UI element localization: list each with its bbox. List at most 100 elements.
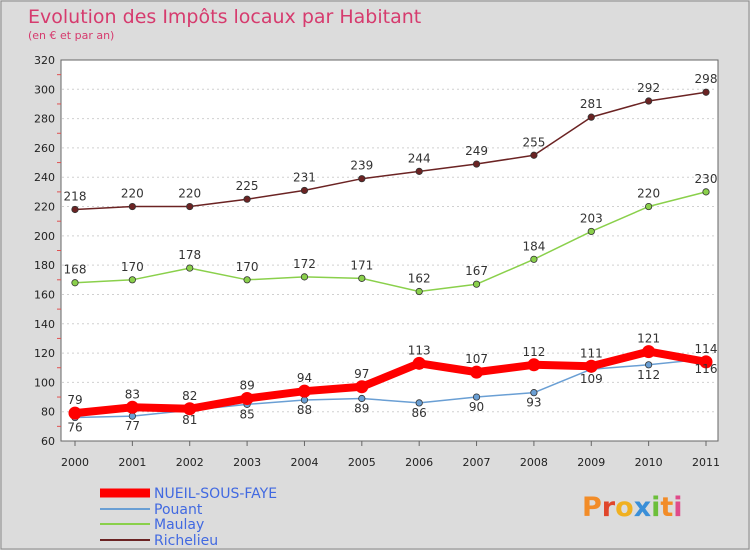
data-label: 218	[64, 189, 87, 203]
data-label: 94	[297, 371, 312, 385]
data-label: 121	[637, 332, 660, 346]
data-label: 170	[236, 260, 259, 274]
x-tick-label: 2010	[635, 456, 663, 469]
data-point	[358, 175, 366, 183]
series-richelieu	[71, 88, 710, 214]
legend-label: Richelieu	[154, 533, 218, 549]
chart-title: Evolution des Impôts locaux par Habitant	[28, 6, 421, 28]
y-tick-label: 280	[34, 113, 55, 126]
y-tick-label: 200	[34, 230, 55, 243]
x-axis: 2000 2001 2002 2003 2004 2005 2006 2007 2008 2009…	[61, 441, 720, 469]
legend-label: Pouant	[154, 502, 203, 518]
data-point	[68, 406, 82, 420]
legend-label: Maulay	[154, 517, 204, 533]
data-label: 172	[293, 257, 316, 271]
data-point	[587, 113, 595, 121]
legend-label: NUEIL-SOUS-FAYE	[154, 486, 277, 502]
data-point	[699, 355, 713, 369]
y-tick-label: 80	[41, 406, 55, 419]
data-point	[243, 276, 251, 284]
data-point	[412, 356, 426, 370]
data-point	[642, 345, 656, 359]
data-point	[128, 202, 136, 211]
data-point	[702, 188, 710, 196]
data-label: 89	[354, 402, 369, 416]
data-label: 89	[239, 379, 254, 393]
data-point	[358, 394, 366, 403]
data-label: 231	[293, 170, 316, 184]
data-point	[243, 195, 251, 203]
y-tick-label: 240	[34, 171, 55, 184]
data-label: 97	[354, 367, 369, 381]
logo-proxiti: Proxiti	[582, 492, 683, 523]
data-point	[355, 380, 369, 394]
data-point	[472, 393, 481, 401]
y-tick-label: 120	[34, 347, 55, 360]
data-point	[472, 160, 481, 168]
data-point	[645, 97, 653, 105]
data-label: 170	[121, 260, 144, 274]
y-axis: 60 80 100 120 140 160 180 200 220 240 260 280 300 320	[34, 54, 55, 448]
data-label: 88	[297, 403, 312, 417]
data-point	[587, 227, 595, 236]
x-tick-label: 2011	[692, 456, 720, 469]
data-label: 83	[125, 387, 140, 401]
data-point	[527, 358, 541, 372]
series-group: 79 83 82 89 94 97 113 107 112 111 121 114 76 77 81 85 88…	[64, 72, 718, 434]
data-label: 109	[580, 372, 603, 386]
data-point	[297, 384, 311, 398]
data-label: 171	[350, 258, 373, 272]
data-label: 220	[637, 187, 660, 201]
data-label: 107	[465, 352, 488, 366]
data-label: 81	[182, 413, 197, 427]
y-tick-label: 100	[34, 376, 55, 389]
data-point	[702, 88, 710, 96]
data-label: 114	[695, 342, 718, 356]
data-label: 90	[469, 400, 484, 414]
chart-subtitle: (en € et par an)	[28, 29, 114, 42]
x-tick-label: 2008	[520, 456, 548, 469]
data-label: 255	[522, 135, 545, 149]
data-label: 116	[695, 362, 718, 376]
data-label: 113	[408, 343, 431, 357]
data-label: 85	[239, 407, 254, 421]
series-line	[74, 347, 707, 418]
x-tick-label: 2005	[348, 456, 376, 469]
data-point	[128, 276, 136, 284]
data-label: 249	[465, 144, 488, 158]
data-point	[584, 359, 598, 373]
x-tick-label: 2003	[233, 456, 261, 469]
series-line	[74, 91, 707, 211]
data-point	[186, 264, 194, 272]
data-label: 298	[695, 72, 718, 86]
series-maulay	[71, 188, 710, 296]
x-tick-label: 2009	[577, 456, 605, 469]
data-label: 112	[637, 368, 660, 382]
data-label: 225	[236, 179, 259, 193]
data-point	[530, 255, 538, 263]
data-label: 82	[182, 389, 197, 403]
data-label: 239	[350, 159, 373, 173]
data-point	[71, 279, 79, 287]
y-tick-label: 260	[34, 142, 55, 155]
data-point	[300, 186, 309, 195]
x-tick-label: 2001	[118, 456, 146, 469]
data-label: 112	[522, 345, 545, 359]
data-point	[530, 151, 538, 159]
data-point	[415, 167, 423, 175]
data-label: 77	[125, 419, 140, 433]
data-label: 203	[580, 211, 603, 225]
y-tick-label: 220	[34, 201, 55, 214]
y-tick-label: 300	[34, 83, 55, 96]
data-point	[645, 202, 653, 211]
data-label: 76	[67, 421, 82, 435]
y-minor-ticks	[57, 74, 61, 427]
y-tick-label: 180	[34, 259, 55, 272]
x-tick-label: 2002	[176, 456, 204, 469]
data-label: 220	[178, 187, 201, 201]
data-point	[415, 287, 423, 296]
